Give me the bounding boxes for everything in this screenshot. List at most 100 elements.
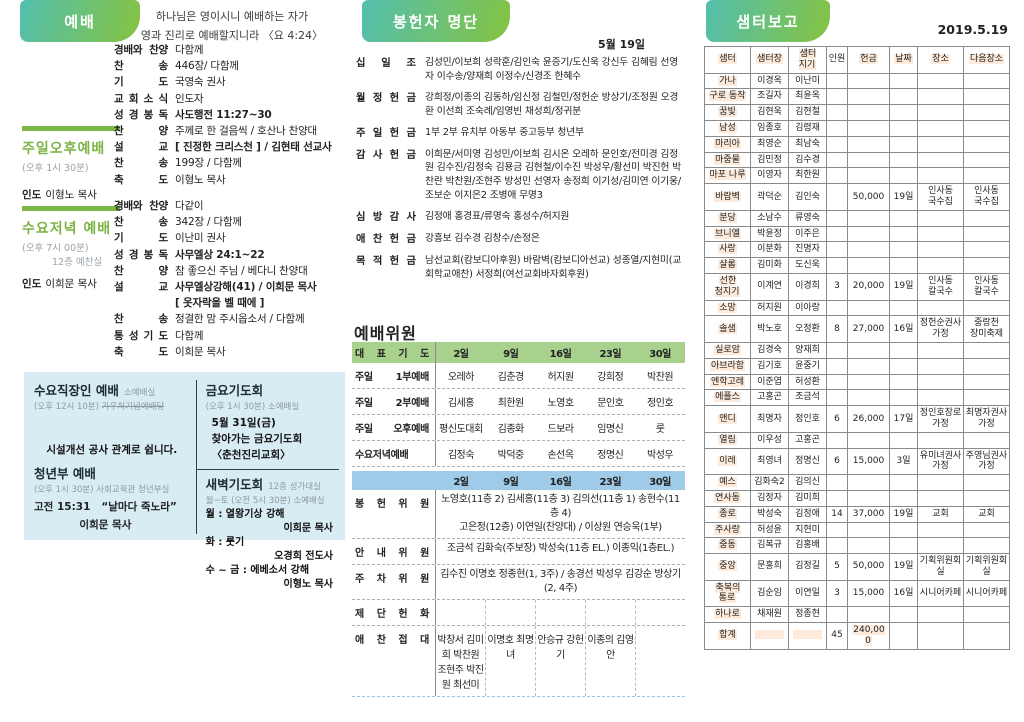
samteo-row: 마리아 최영순 최남숙 — [704, 135, 1010, 153]
offering-row: 감 사 헌 금 이희문/서미영 김성민/이보희 김시온 오레하 문인호/전미경 김… — [356, 148, 686, 203]
samteo-cell — [889, 119, 918, 137]
samteo-cell: 45 — [826, 622, 848, 650]
committee-name-cell: 이종의 김영안 — [585, 626, 635, 696]
samteo-cell: 박노호 — [750, 315, 789, 343]
committee-name-cell: 평신도대회 — [439, 424, 483, 435]
samteo-cell: 김정길 — [788, 553, 827, 581]
committee-name-cell: 허지원 — [547, 372, 574, 383]
samteo-cell: 마중물 — [704, 151, 751, 169]
committee-date-cell: 9일 — [503, 477, 519, 488]
samteo-name-highlight: 엔학고레 — [709, 376, 746, 387]
youth-time: (오후 1시 30분) — [34, 485, 94, 495]
samteo-row: 마중물 김민정 김수경 — [704, 151, 1010, 169]
order-value: 199장 / 다함께 — [175, 157, 242, 170]
order-label: 성 경 봉 독 — [114, 248, 168, 261]
samteo-cell: 김정애 — [788, 505, 827, 523]
samteo-table: 샘터 샘터장 샘터 지기 인원 헌금 날짜 장소 다음장소 가나 이경옥 이난미 구로 동작 조길자 최윤… — [704, 46, 1010, 650]
youth-ref: 고전 15:31 — [34, 501, 91, 513]
samteo-cell — [826, 537, 848, 555]
samteo-cell: 기획위원회실 — [963, 553, 1010, 581]
samteo-cell: 기획위원회실 — [917, 553, 964, 581]
wed-worker-meta: (오후 12시 10분) 가우처기념예배당 — [34, 400, 190, 412]
committee-name-cell: 김정숙 — [447, 450, 475, 461]
dawn-prayer-title: 새벽기도회 — [205, 477, 264, 493]
samteo-cell — [826, 299, 848, 317]
samteo-cell: 허성윤 — [750, 521, 789, 539]
samteo-name-highlight: 연사동 — [714, 492, 741, 503]
youth-verse-line: 고전 15:31 “날마다 죽노라” — [34, 499, 177, 514]
samteo-cell: 채재원 — [750, 606, 789, 624]
samteo-name-highlight: 마포 나루 — [708, 170, 747, 181]
samteo-cell: 중랑천 장미축제 — [963, 315, 1010, 343]
notice-box-left: 수요직장인 예배 소예배실 (오후 12시 10분) 가우처기념예배당 시설개선… — [34, 380, 196, 534]
samteo-cell — [826, 521, 848, 539]
order-row: 성 경 봉 독 사도행전 11:27~30 — [114, 107, 346, 123]
committee-name-cell — [635, 626, 685, 696]
offering-names: 이희문/서미영 김성민/이보희 김시온 오레하 문인호/전미경 김정원 김수진/… — [425, 148, 681, 201]
order-row: 찬 양 참 좋으신 주님 / 베다니 찬양대 — [114, 263, 346, 279]
samteo-name-highlight: 솔샘 — [718, 323, 737, 334]
samteo-cell: 19일 — [889, 272, 918, 301]
youth-place: 사회교육관 청년부실 — [96, 485, 170, 495]
committee-row-label — [352, 471, 436, 490]
samteo-header-cell: 헌금 — [847, 46, 890, 74]
order-value: 인도자 — [175, 92, 204, 105]
samteo-cell: 3 — [826, 272, 848, 301]
committee-name-cell: 룻 — [655, 424, 665, 435]
samteo-cell — [917, 119, 964, 137]
samteo-cell — [826, 151, 848, 169]
samteo-cell — [889, 167, 918, 185]
wed-worker-time: (오후 12시 10분) — [34, 402, 99, 412]
verse-line-1: 하나님은 영이시니 예배하는 자가 — [155, 10, 309, 23]
samteo-row: 남성 임종호 김령재 — [704, 119, 1010, 137]
sunday-afternoon-service-sidebar: 주일오후예배 (오후 1시 30분) 인도 이형노 목사 — [22, 126, 122, 202]
samteo-cell: 아브라함 — [704, 357, 751, 375]
samteo-row: 구로 동작 조길자 최윤옥 — [704, 88, 1010, 106]
samteo-cell: 이난미 — [788, 72, 827, 90]
samteo-row: 선한 청지기 이계연 이경희 3 20,000 19일 인사동 칼국수 인사동 칼국수 — [704, 272, 1010, 301]
dawn-topic: 화 : 룻기 — [205, 537, 245, 549]
committee-name-cell: 안승규 강헌기 — [535, 626, 585, 696]
committee-date-cell: 16일 — [549, 477, 572, 488]
samteo-cell — [847, 474, 890, 491]
samteo-cell — [847, 431, 890, 449]
committee-row: 봉 헌 위 원 노영호(11층 2) 김세홍(11층 3) 김의선(11층 1) … — [352, 490, 685, 539]
dawn-person: 이희문 목사 — [283, 523, 333, 535]
samteo-name-highlight: 선한 청지기 — [714, 275, 741, 297]
samteo-cell — [917, 341, 964, 359]
order-label: 경배와 찬양 — [114, 44, 168, 56]
samteo-row: 열림 이우성 고홍곤 — [704, 431, 1010, 449]
samteo-row: 샬롬 김미화 도신욱 — [704, 257, 1010, 274]
order-label: 찬 양 — [114, 125, 168, 138]
samteo-name-highlight: 앤디 — [718, 413, 737, 424]
samteo-cell — [826, 104, 848, 121]
samteo-cell: 구로 동작 — [704, 88, 751, 106]
offering-row: 주 일 헌 금 1부 2부 유치부 아동부 중고등부 청년부 — [356, 126, 686, 140]
order-row: 찬 양 주께로 한 걸음씩 / 호산나 찬양대 — [114, 123, 346, 139]
samteo-cell — [847, 373, 890, 391]
samteo-cell: 17일 — [889, 405, 918, 433]
samteo-cell: 소망 — [704, 299, 751, 317]
order-row: 축 도 이희문 목사 — [114, 344, 346, 360]
order-row: 교 회 소 식 인도자 — [114, 91, 346, 107]
samteo-cell: 에플스 — [704, 389, 751, 407]
samteo-row: 중동 김복규 김홍배 — [704, 537, 1010, 555]
samteo-cell — [826, 167, 848, 185]
committee-row-label: 주일 1부예배 — [352, 363, 436, 388]
samteo-name-highlight: 구로 동작 — [708, 91, 747, 102]
wed-worker-service: 수요직장인 예배 소예배실 (오후 12시 10분) 가우처기념예배당 — [34, 380, 190, 412]
samteo-cell — [917, 88, 964, 106]
samteo-cell: 이경옥 — [750, 72, 789, 90]
committee-date-cell: 30일 — [649, 477, 671, 488]
samteo-cell: 인사동 국수집 — [917, 183, 964, 211]
samteo-cell: 최한원 — [788, 167, 827, 185]
offering-label: 애 찬 헌 금 — [356, 232, 416, 245]
samteo-row: 꿈빛 김현욱 김현철 — [704, 104, 1010, 121]
samteo-cell: 김민정 — [750, 151, 789, 169]
samteo-cell: 교회 — [917, 505, 964, 523]
committee-date-cell: 23일 — [599, 349, 622, 360]
samteo-name-highlight: 꿈빛 — [718, 107, 737, 118]
samteo-cell: 임종호 — [750, 119, 789, 137]
service-time: (오후 7시 00분) — [22, 243, 89, 254]
samteo-cell: 이계연 — [750, 272, 789, 301]
